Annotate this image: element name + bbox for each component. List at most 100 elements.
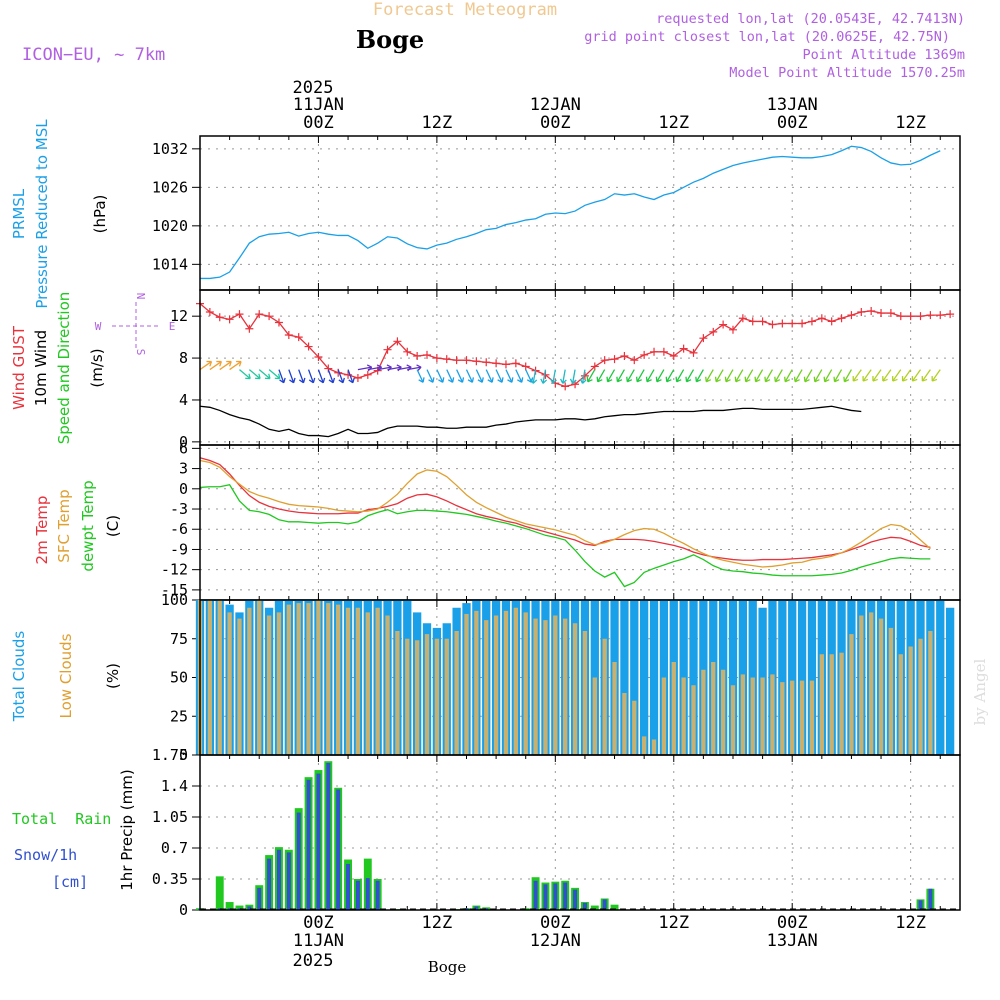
low-cloud-bar (888, 627, 894, 755)
gust-marker (482, 358, 491, 367)
gust-marker (225, 315, 234, 324)
snow-bar (464, 908, 469, 910)
temperature-panel: -15 -12 -9 -6 -3 0 3 6 (161, 439, 961, 601)
wind-arrow-head (882, 376, 888, 382)
low-cloud-bar (839, 652, 844, 755)
gust-marker (659, 347, 668, 356)
top-year-label: 2025 (293, 78, 334, 98)
gust-marker (472, 357, 481, 366)
chart-panels: 101410201026103204812-15-12-9-6-30360255… (152, 135, 961, 919)
pressure-frame (199, 135, 961, 291)
wind-direction-arrow (446, 369, 454, 383)
wind-arrow-head (428, 377, 435, 383)
temperature-ytick-label: 0 (179, 480, 188, 498)
low-cloud-bar (345, 607, 351, 755)
snow-bar (582, 902, 587, 910)
wind-direction-arrow (199, 361, 212, 371)
snow-bar (316, 773, 321, 910)
gust-marker (630, 356, 639, 365)
gust-marker (867, 306, 876, 315)
gust-marker (699, 334, 708, 343)
wind-arrow-head (236, 360, 242, 367)
wind-direction-arrow (407, 366, 422, 371)
gust-marker (827, 317, 836, 326)
wind-direction-arrow (824, 369, 833, 383)
wind-arrow-head (645, 376, 652, 383)
precipitation-ytick-label: 0.35 (152, 870, 188, 888)
total-cloud-bar (778, 600, 787, 755)
total-cloud-bar (788, 600, 797, 755)
low-cloud-bar (563, 618, 568, 755)
rain-bar (215, 876, 224, 910)
low-cloud-bar (336, 604, 341, 755)
low-cloud-bar (592, 677, 597, 755)
wind-arrow-head (348, 377, 355, 384)
prmsl-label: PRMSL (10, 188, 28, 239)
gust-marker (807, 317, 816, 326)
wind-arrow-head (579, 378, 587, 384)
wind-arrow-head (774, 376, 781, 383)
low-cloud-bar (612, 662, 617, 755)
gust-marker (413, 351, 422, 360)
low-cloud-bar (365, 612, 370, 755)
low-cloud-bar (819, 654, 824, 755)
wind-direction-arrow (456, 369, 464, 383)
snow-bar (257, 887, 262, 910)
low-cloud-bar (316, 600, 321, 755)
gust-marker (363, 370, 372, 379)
snow-unit: [cm] (52, 873, 88, 891)
temp-unit: (C) (104, 515, 122, 537)
wind-frame (199, 289, 961, 446)
top-hour-label: 00Z (777, 113, 808, 133)
speed-direction-label: Speed and Direction (55, 292, 73, 445)
credit-watermark: by Angel (971, 658, 989, 725)
total-cloud-bar (797, 600, 807, 755)
wind-arrow-head (744, 376, 751, 383)
gust-marker (274, 318, 283, 327)
snow-bar (306, 779, 311, 910)
low-cloud-bar (434, 638, 440, 755)
wind-arrow-head (216, 360, 222, 367)
low-cloud-bar (582, 631, 588, 755)
low-cloud-bar (809, 680, 815, 755)
low-cloud-bar (681, 677, 686, 755)
low-cloud-bar (572, 623, 578, 755)
gust-marker (393, 337, 402, 346)
wind-arrow-head (540, 378, 548, 384)
top-hour-label: 00Z (540, 113, 571, 133)
low-cloud-bar (868, 612, 874, 755)
gust-marker (561, 382, 570, 391)
low-cloud-bar (247, 607, 252, 755)
pressure-unit: (hPa) (91, 195, 109, 234)
wind-ytick-label: 0 (179, 433, 188, 451)
wind-arrow-head (892, 376, 898, 382)
gust-marker (314, 353, 323, 362)
wind-direction-arrow (317, 369, 324, 383)
wind-arrow-head (803, 376, 810, 383)
gust-marker (906, 312, 915, 321)
wind-direction-arrow (852, 369, 862, 382)
bottom-year-label: 2025 (293, 951, 334, 971)
wind-arrow-head (318, 377, 326, 384)
low-cloud-bar (257, 600, 262, 755)
low-cloud-bar (720, 669, 726, 755)
wind-direction-arrow (902, 369, 912, 382)
wind-direction-arrow (327, 369, 334, 383)
wind-direction-arrow (646, 369, 655, 383)
low-cloud-bar (296, 603, 301, 755)
wind-arrow-head (862, 376, 869, 382)
low-cloud-bar (799, 680, 805, 755)
dewpt-temp-line (199, 484, 931, 588)
low-cloud-bar (622, 693, 627, 755)
total-cloud-bar (689, 600, 698, 755)
10m-wind-line (199, 405, 862, 438)
wind-arrow-head (635, 376, 642, 383)
wind-direction-arrow (764, 369, 774, 383)
rain-bar (590, 905, 599, 910)
wind-direction-arrow (239, 369, 251, 380)
wind-direction-arrow (911, 369, 922, 382)
wind-arrow-head (586, 376, 593, 383)
snow-bar (346, 863, 351, 910)
wind-arrow-head (754, 376, 761, 383)
